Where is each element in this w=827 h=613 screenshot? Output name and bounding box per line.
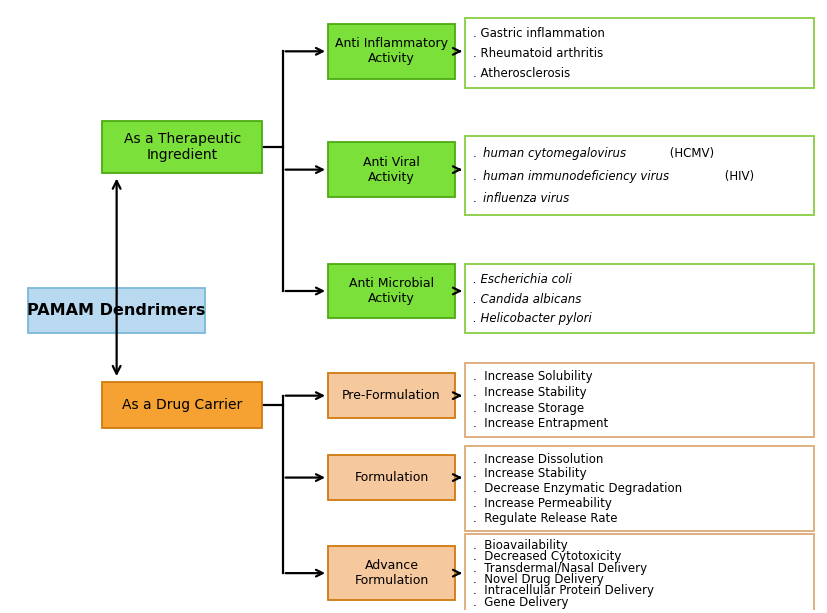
FancyBboxPatch shape [465, 18, 814, 88]
Text: .: . [473, 147, 480, 160]
Text: Anti Inflammatory
Activity: Anti Inflammatory Activity [335, 37, 448, 66]
FancyBboxPatch shape [465, 446, 814, 531]
Text: (HCMV): (HCMV) [666, 147, 714, 160]
Text: human immunodeficiency virus: human immunodeficiency virus [483, 170, 669, 183]
Text: . Rheumatoid arthritis: . Rheumatoid arthritis [473, 47, 604, 60]
FancyBboxPatch shape [327, 373, 455, 419]
FancyBboxPatch shape [327, 24, 455, 78]
Text: Pre-Formulation: Pre-Formulation [342, 389, 441, 402]
Text: . Atherosclerosis: . Atherosclerosis [473, 67, 571, 80]
Text: . Gastric inflammation: . Gastric inflammation [473, 28, 605, 40]
Text: influenza virus: influenza virus [483, 192, 569, 205]
FancyBboxPatch shape [465, 363, 814, 436]
Text: .  Increase Stability: . Increase Stability [473, 468, 586, 481]
Text: .  Gene Delivery: . Gene Delivery [473, 596, 569, 609]
Text: .  Increase Entrapment: . Increase Entrapment [473, 417, 609, 430]
Text: .: . [473, 170, 480, 183]
Text: . Helicobacter pylori: . Helicobacter pylori [473, 312, 592, 326]
FancyBboxPatch shape [327, 264, 455, 318]
Text: .  Increase Dissolution: . Increase Dissolution [473, 452, 604, 466]
Text: .  Decreased Cytotoxicity: . Decreased Cytotoxicity [473, 550, 621, 563]
Text: .  Decrease Enzymatic Degradation: . Decrease Enzymatic Degradation [473, 482, 682, 495]
Text: .: . [473, 192, 480, 205]
Text: . Escherichia coli: . Escherichia coli [473, 273, 572, 286]
Text: As a Therapeutic
Ingredient: As a Therapeutic Ingredient [124, 132, 241, 162]
Text: .  Bioavailability: . Bioavailability [473, 539, 568, 552]
Text: Formulation: Formulation [354, 471, 428, 484]
Text: human cytomegalovirus: human cytomegalovirus [483, 147, 626, 160]
FancyBboxPatch shape [327, 455, 455, 500]
Text: Anti Microbial
Activity: Anti Microbial Activity [349, 277, 434, 305]
Text: Advance
Formulation: Advance Formulation [354, 559, 428, 587]
FancyBboxPatch shape [327, 546, 455, 601]
Text: .  Increase Storage: . Increase Storage [473, 402, 584, 414]
FancyBboxPatch shape [103, 382, 262, 427]
Text: .  Regulate Release Rate: . Regulate Release Rate [473, 512, 618, 525]
Text: As a Drug Carrier: As a Drug Carrier [122, 398, 242, 412]
FancyBboxPatch shape [465, 264, 814, 333]
FancyBboxPatch shape [28, 288, 205, 333]
Text: .  Novel Drug Delivery: . Novel Drug Delivery [473, 573, 604, 586]
Text: .  Transdermal/Nasal Delivery: . Transdermal/Nasal Delivery [473, 562, 648, 574]
FancyBboxPatch shape [327, 142, 455, 197]
FancyBboxPatch shape [465, 534, 814, 612]
Text: .  Increase Permeability: . Increase Permeability [473, 497, 612, 510]
Text: .  Increase Solubility: . Increase Solubility [473, 370, 593, 383]
Text: PAMAM Dendrimers: PAMAM Dendrimers [27, 303, 206, 318]
FancyBboxPatch shape [103, 121, 262, 173]
FancyBboxPatch shape [465, 136, 814, 215]
Text: .  Increase Stability: . Increase Stability [473, 386, 586, 399]
Text: . Candida albicans: . Candida albicans [473, 292, 581, 306]
Text: .  Intracellular Protein Delivery: . Intracellular Protein Delivery [473, 584, 654, 597]
Text: Anti Viral
Activity: Anti Viral Activity [363, 156, 420, 184]
Text: (HIV): (HIV) [721, 170, 754, 183]
